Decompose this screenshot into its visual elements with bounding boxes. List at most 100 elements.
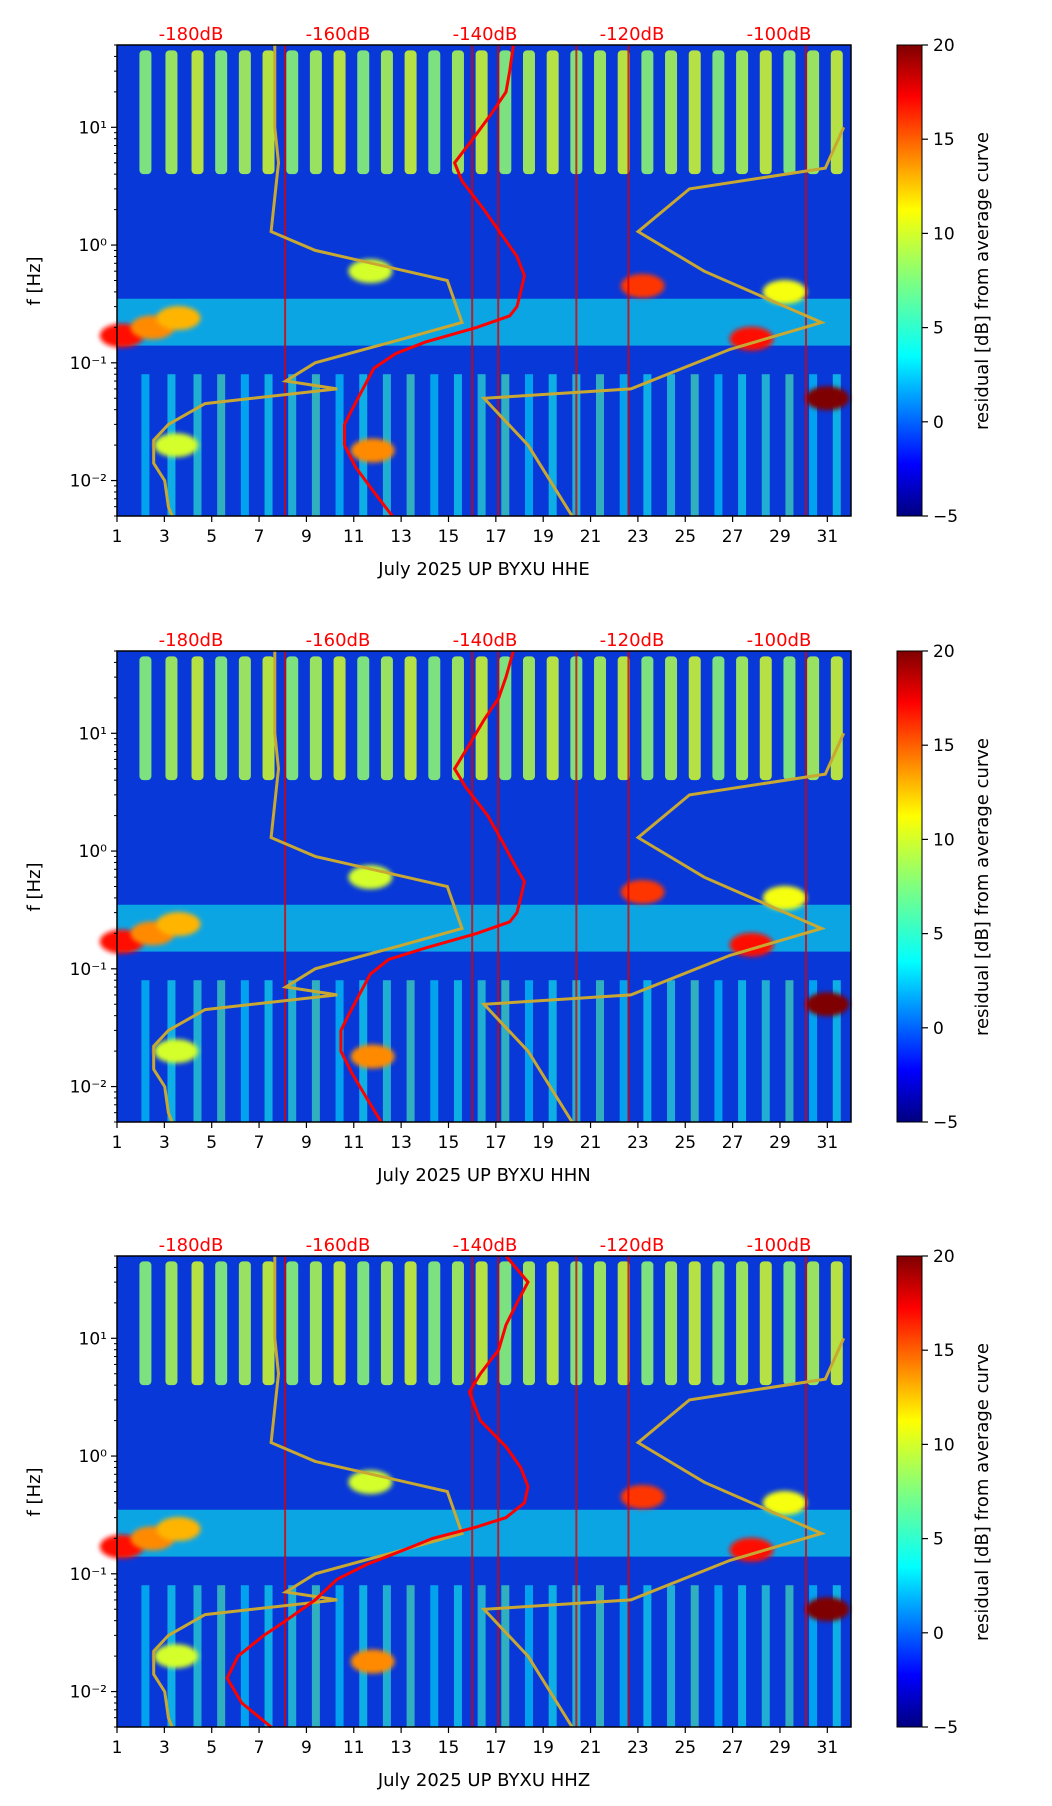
db-tick-label: -140dB	[453, 630, 518, 651]
x-tick-label: 31	[817, 1738, 839, 1758]
day-band-upper	[165, 1261, 178, 1386]
x-tick-label: 9	[301, 527, 312, 547]
day-band-upper	[736, 1261, 749, 1386]
day-band-upper	[712, 656, 725, 781]
day-band-lower	[809, 980, 818, 1122]
x-tick-label: 7	[254, 1133, 265, 1153]
x-tick-label: 21	[580, 1133, 602, 1153]
x-tick-label: 19	[532, 1133, 554, 1153]
microseism-band	[117, 298, 851, 346]
x-tick-label: 13	[390, 527, 412, 547]
db-tick-label: -180dB	[159, 24, 224, 45]
day-band-lower	[690, 374, 699, 516]
day-band-lower	[785, 1585, 794, 1727]
x-tick-label: 31	[817, 527, 839, 547]
day-band-lower	[501, 980, 510, 1122]
colorbar-label: residual [dB] from average curve	[972, 132, 993, 430]
day-band-upper	[830, 656, 843, 781]
day-band-lower	[311, 374, 320, 516]
day-band-lower	[288, 1585, 297, 1727]
colorbar-ticks: 20 15 10 5 0 −5	[922, 36, 958, 527]
day-band-upper	[617, 656, 630, 781]
noise-model-high-line	[480, 1337, 846, 1728]
day-band-lower	[406, 980, 415, 1122]
y-tick-label: 10¹	[79, 724, 107, 744]
day-band-lower	[264, 374, 273, 516]
db-tick-label: -120dB	[600, 24, 665, 45]
colorbar-ticks: 20 15 10 5 0 −5	[922, 1247, 958, 1738]
day-band-upper	[309, 50, 322, 175]
x-tick-label: 7	[254, 1738, 265, 1758]
y-axis-label: f [Hz]	[24, 256, 45, 305]
noise-model-low-line	[152, 651, 464, 1123]
day-band-lower	[548, 980, 557, 1122]
day-band-upper	[215, 50, 228, 175]
y-tick-label: 10⁻¹	[70, 1565, 107, 1585]
heatmap-blobs	[99, 865, 850, 1069]
day-band-lower	[667, 980, 676, 1122]
db-tick-label: -140dB	[453, 24, 518, 45]
colorbar-tick-label: −5	[933, 1113, 958, 1133]
db-tick-label: -100dB	[747, 24, 812, 45]
x-tick-label: 9	[301, 1133, 312, 1153]
day-band-upper	[665, 1261, 678, 1386]
day-band-upper	[759, 50, 772, 175]
day-band-lower	[643, 1585, 652, 1727]
x-tick-label: 17	[485, 1738, 507, 1758]
day-band-upper	[665, 656, 678, 781]
colorbar-tick-label: 10	[933, 1435, 955, 1455]
day-band-upper	[546, 1261, 559, 1386]
day-band-lower	[335, 1585, 344, 1727]
day-band-lower	[667, 374, 676, 516]
heatmap-blob	[762, 885, 807, 910]
heatmap-blob	[805, 386, 850, 411]
day-band-lower	[430, 980, 439, 1122]
day-band-upper	[286, 1261, 299, 1386]
day-band-lower	[453, 374, 462, 516]
db-tick-label: -180dB	[159, 1235, 224, 1256]
day-band-lower	[832, 980, 841, 1122]
x-tick-label: 29	[769, 1738, 791, 1758]
day-band-lower	[738, 374, 747, 516]
day-band-upper	[688, 1261, 701, 1386]
y-axis-label: f [Hz]	[24, 862, 45, 911]
x-axis-label: July 2025 UP BYXU HHN	[376, 1165, 591, 1186]
heatmap-blob	[156, 306, 201, 331]
x-tick-label: 17	[485, 527, 507, 547]
day-band-upper	[475, 656, 488, 781]
psd-curve-line	[339, 650, 526, 1123]
heatmap-blob	[620, 879, 665, 904]
heatmap-blob	[350, 1649, 395, 1674]
heatmap-blob	[154, 1039, 199, 1064]
day-band-upper	[309, 1261, 322, 1386]
x-tick-label: 13	[390, 1738, 412, 1758]
day-band-upper	[165, 656, 178, 781]
x-tick-label: 23	[627, 1133, 649, 1153]
heatmap-blob	[805, 992, 850, 1017]
day-band-lower	[477, 980, 486, 1122]
colorbar-ticks: 20 15 10 5 0 −5	[922, 642, 958, 1133]
colorbar-tick-label: 20	[933, 1247, 955, 1267]
db-tick-label: -160dB	[306, 630, 371, 651]
heatmap-blob	[762, 279, 807, 304]
x-axis: 1 3 5 7 9 11 13 15 17 19 21 23 25 27 29 31	[112, 516, 839, 547]
heatmap-blob	[156, 1517, 201, 1542]
heatmap-blob	[154, 433, 199, 458]
day-band-upper	[139, 50, 152, 175]
day-band-upper	[357, 50, 370, 175]
db-tick-label: -160dB	[306, 1235, 371, 1256]
day-band-lower	[738, 1585, 747, 1727]
day-band-upper	[404, 1261, 417, 1386]
day-band-upper	[712, 1261, 725, 1386]
x-tick-label: 25	[674, 527, 696, 547]
day-band-upper	[165, 50, 178, 175]
day-band-upper	[309, 656, 322, 781]
db-tick-label: -160dB	[306, 24, 371, 45]
noise-model-high-line	[480, 732, 846, 1123]
db-tick-label: -100dB	[747, 630, 812, 651]
day-band-upper	[262, 50, 275, 175]
day-band-lower	[335, 374, 344, 516]
colorbar-tick-label: 15	[933, 736, 955, 756]
day-band-lower	[643, 980, 652, 1122]
colorbar	[896, 44, 923, 517]
